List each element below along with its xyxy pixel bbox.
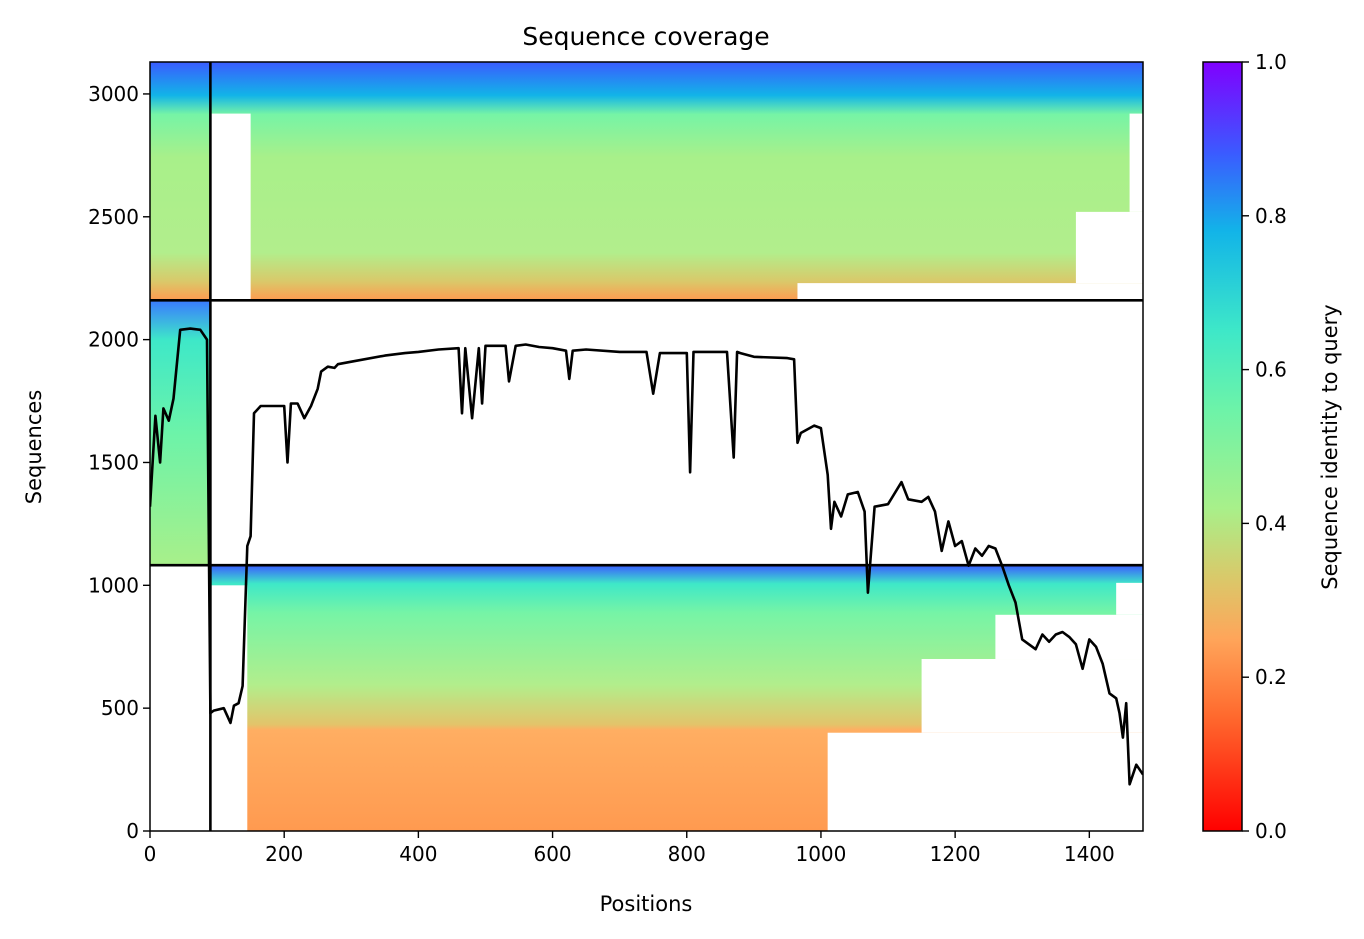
x-tick-label: 400 <box>399 842 437 866</box>
y-tick-label: 3000 <box>88 82 139 106</box>
y-axis-ticks: 0 500 1000 1500 2000 2500 3000 <box>88 82 150 843</box>
coverage-line <box>150 327 1143 786</box>
heatmap-block-1 <box>150 300 211 566</box>
coverage-line-layer <box>150 327 1143 786</box>
uncovered-region <box>827 732 1143 831</box>
colorbar-tick-label: 0.8 <box>1255 204 1287 228</box>
colorbar-tick-label: 0.0 <box>1255 819 1287 843</box>
colorbar <box>1202 61 1243 832</box>
colorbar-label: Sequence identity to query <box>1318 304 1342 589</box>
heatmap-block-3 <box>150 62 1143 301</box>
x-tick-label: 600 <box>533 842 571 866</box>
x-tick-label: 1400 <box>1064 842 1115 866</box>
uncovered-region <box>1116 582 1143 615</box>
x-tick-label: 1200 <box>930 842 981 866</box>
uncovered-region <box>210 585 248 831</box>
y-tick-label: 0 <box>126 819 139 843</box>
colorbar-tick-label: 0.6 <box>1255 358 1287 382</box>
chart-title: Sequence coverage <box>522 22 769 51</box>
y-tick-label: 1000 <box>88 573 139 597</box>
uncovered-region <box>921 659 1143 733</box>
uncovered-region <box>1075 211 1143 284</box>
x-axis-ticks: 0 200 400 600 800 1000 1200 1400 <box>144 831 1115 866</box>
uncovered-region <box>797 283 1143 301</box>
x-tick-label: 0 <box>144 842 157 866</box>
y-tick-label: 1500 <box>88 450 139 474</box>
y-axis-label: Sequences <box>22 390 46 505</box>
colorbar-tick-label: 0.4 <box>1255 511 1287 535</box>
uncovered-region <box>210 113 251 301</box>
y-tick-label: 2000 <box>88 328 139 352</box>
x-tick-label: 800 <box>668 842 706 866</box>
colorbar-tick-label: 0.2 <box>1255 665 1287 689</box>
plot-border <box>149 61 1144 832</box>
colorbar-ticks: 0.0 0.2 0.4 0.6 0.8 1.0 <box>1242 50 1287 843</box>
x-tick-label: 200 <box>265 842 303 866</box>
coverage-heatmap <box>150 62 1143 831</box>
uncovered-region <box>1129 113 1143 212</box>
plot-frame <box>149 61 1144 832</box>
colorbar-tick-label: 1.0 <box>1255 50 1287 74</box>
y-tick-label: 2500 <box>88 205 139 229</box>
y-tick-label: 500 <box>101 696 139 720</box>
x-axis-label: Positions <box>600 892 693 916</box>
x-tick-label: 1000 <box>795 842 846 866</box>
